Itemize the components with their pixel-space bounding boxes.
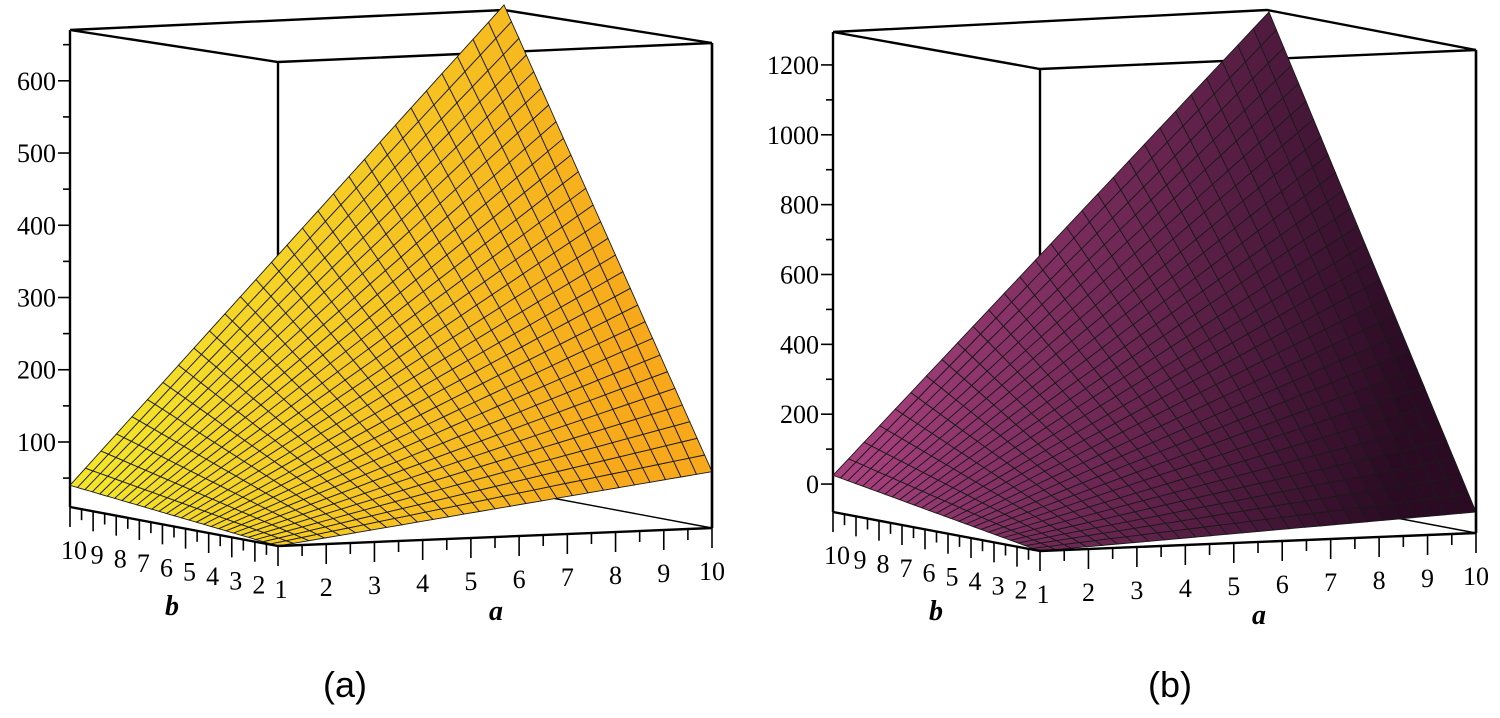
b-tick-label: 4: [969, 567, 982, 596]
a-tick-label: 2: [1082, 578, 1095, 607]
surface-cell: [487, 4, 512, 40]
a-tick-label: 1: [1037, 580, 1050, 609]
b-tick-label: 2: [1015, 576, 1028, 605]
panel-b-ticks: [821, 64, 1477, 571]
b-tick-label: 10: [61, 536, 87, 565]
a-tick-label: 7: [561, 563, 574, 592]
b-tick-label: 3: [992, 571, 1005, 600]
a-tick-label: 4: [1179, 574, 1192, 603]
b-tick-label: 5: [183, 558, 196, 587]
z-tick-label: 200: [17, 356, 56, 385]
panel-a: 1 2 3 4 5 6 7 8 9 102345678910100200300400500600b…: [17, 4, 725, 627]
b-tick-label: 5: [946, 563, 959, 592]
panel-b: 1 2 3 4 5 6 7 8 9 1023456789100200400600800100012…: [767, 8, 1489, 631]
z-tick-label: 600: [780, 260, 819, 289]
b-tick-label: 8: [877, 550, 890, 579]
a-tick-label: 2: [320, 573, 333, 602]
z-tick-label: 600: [17, 67, 56, 96]
a-axis-label: a: [1252, 600, 1266, 631]
b-axis-label: b: [165, 591, 179, 622]
caption-a: (a): [323, 664, 367, 705]
b-tick-label: 9: [854, 545, 867, 574]
z-tick-label: 0: [806, 470, 819, 499]
a-tick-label: 7: [1324, 568, 1337, 597]
box-top-edge: [69, 8, 713, 64]
z-tick-label: 500: [17, 139, 56, 168]
b-tick-label: 10: [824, 541, 850, 570]
box-top-edge: [832, 8, 1477, 71]
a-tick-label: 3: [1130, 576, 1143, 605]
z-tick-label: 800: [780, 191, 819, 220]
a-tick-label: 1: [275, 575, 288, 604]
a-tick-label: 4: [416, 569, 429, 598]
z-tick-label: 400: [780, 330, 819, 359]
panel-a-surface: [69, 4, 713, 547]
b-tick-label: 6: [923, 558, 936, 587]
z-tick-label: 1000: [767, 121, 819, 150]
surface-cell: [1252, 11, 1277, 47]
z-tick-label: 1200: [767, 51, 819, 80]
b-tick-label: 7: [137, 549, 150, 578]
a-tick-label: 10: [699, 557, 725, 586]
z-tick-label: 200: [780, 400, 819, 429]
b-tick-label: 7: [900, 554, 913, 583]
a-tick-label: 5: [1227, 572, 1240, 601]
a-tick-label: 5: [464, 567, 477, 596]
b-tick-label: 9: [91, 540, 104, 569]
a-tick-label: 6: [513, 565, 526, 594]
a-tick-label: 6: [1276, 570, 1289, 599]
a-tick-label: 3: [368, 571, 381, 600]
b-tick-label: 4: [206, 562, 219, 591]
a-tick-label: 10: [1463, 562, 1489, 591]
caption-b: (b): [1148, 664, 1192, 705]
z-tick-label: 100: [17, 428, 56, 457]
b-tick-label: 3: [229, 566, 242, 595]
a-tick-label: 9: [1421, 564, 1434, 593]
b-tick-label: 2: [252, 571, 265, 600]
a-tick-label: 8: [609, 561, 622, 590]
z-tick-label: 300: [17, 284, 56, 313]
a-tick-label: 8: [1373, 566, 1386, 595]
panel-b-surface: [832, 11, 1477, 552]
b-tick-label: 6: [160, 553, 173, 582]
a-tick-label: 9: [657, 559, 670, 588]
a-axis-label: a: [489, 596, 503, 627]
b-axis-label: b: [929, 596, 943, 627]
z-tick-label: 400: [17, 211, 56, 240]
panel-a-ticks: [58, 43, 713, 566]
b-tick-label: 8: [114, 545, 127, 574]
